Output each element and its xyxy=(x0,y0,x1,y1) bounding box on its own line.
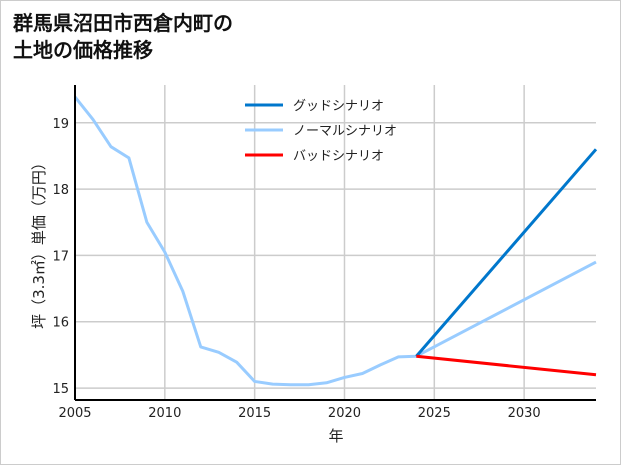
legend-label: ノーマルシナリオ xyxy=(293,124,397,139)
x-tick-label: 2005 xyxy=(58,406,91,421)
y-axis-label: 坪（3.3㎡）単価（万円） xyxy=(30,155,48,329)
x-tick-label: 2020 xyxy=(328,406,361,421)
tick-labels: 2005 2010 2015 2020 2025 2030 15 16 17 18 19 xyxy=(52,117,540,421)
x-tick-label: 2025 xyxy=(418,406,451,421)
grid xyxy=(74,85,596,400)
x-tick-label: 2010 xyxy=(148,406,181,421)
y-tick-label: 16 xyxy=(52,316,69,331)
chart-title: 群馬県沼田市西倉内町の 土地の価格推移 xyxy=(13,10,233,64)
y-tick-label: 18 xyxy=(52,183,69,198)
title-line-1: 群馬県沼田市西倉内町の xyxy=(13,11,233,35)
x-axis-label: 年 xyxy=(328,427,343,445)
legend-label: グッドシナリオ xyxy=(293,99,384,114)
axes xyxy=(74,85,596,401)
series-line-1 xyxy=(73,96,597,387)
series-line-0 xyxy=(415,148,598,358)
y-tick-label: 19 xyxy=(52,117,69,132)
series-lines xyxy=(73,96,598,387)
legend-label: バッドシナリオ xyxy=(293,149,384,164)
series-line-2 xyxy=(416,354,597,377)
title-line-2: 土地の価格推移 xyxy=(13,38,153,62)
x-tick-label: 2030 xyxy=(508,406,541,421)
y-tick-label: 15 xyxy=(52,382,69,397)
y-tick-label: 17 xyxy=(52,249,69,264)
x-tick-label: 2015 xyxy=(238,406,271,421)
